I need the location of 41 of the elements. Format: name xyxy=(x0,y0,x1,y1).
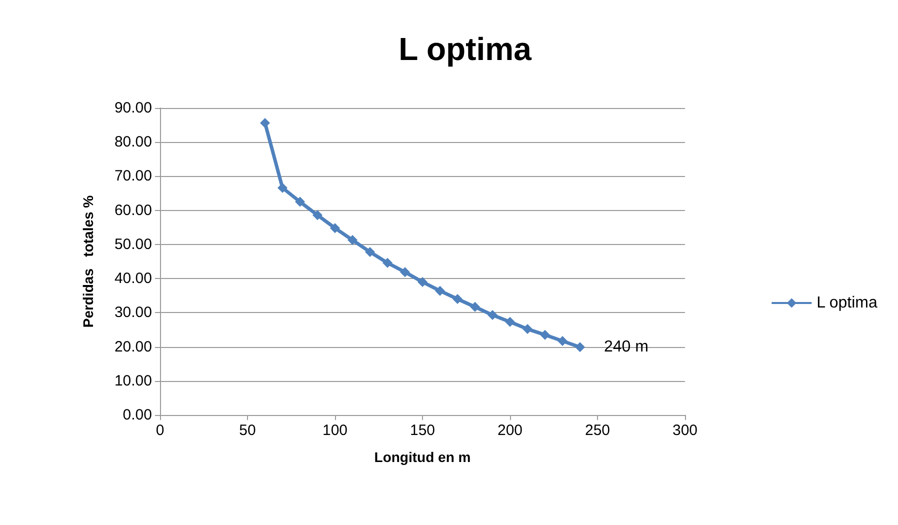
y-tick-label: 90.00 xyxy=(114,100,152,116)
y-tick-label: 40.00 xyxy=(114,270,152,288)
point xyxy=(452,294,462,304)
point xyxy=(505,316,515,327)
point xyxy=(558,336,568,346)
point xyxy=(295,196,305,207)
x-tick-label: 250 xyxy=(584,422,610,439)
annotation: 240 m xyxy=(604,338,648,356)
point xyxy=(575,342,585,352)
y-tick-label: 30.00 xyxy=(114,304,152,322)
y-tick-label: 0.00 xyxy=(122,406,152,424)
legend-label: L optima xyxy=(816,294,878,312)
y-tick-label: 10.00 xyxy=(114,372,152,390)
chart-title: L optima xyxy=(398,31,532,67)
x-tick-label: 100 xyxy=(322,422,348,439)
x-axis-title: Longitud en m xyxy=(374,449,471,465)
point xyxy=(488,310,498,320)
x-tick-label: 150 xyxy=(410,422,436,439)
x-tick-label: 300 xyxy=(672,422,698,439)
point xyxy=(540,330,550,340)
point xyxy=(348,235,358,246)
x-tick-label: 50 xyxy=(239,422,256,439)
x-tick-label: 0 xyxy=(156,422,164,439)
point xyxy=(435,286,445,296)
y-tick-label: 50.00 xyxy=(114,236,152,253)
point xyxy=(382,258,392,268)
point xyxy=(522,324,532,334)
y-tick-label: 20.00 xyxy=(114,338,152,356)
y-tick-label: 80.00 xyxy=(114,134,152,151)
point xyxy=(365,246,375,257)
point xyxy=(330,223,340,234)
y-tick-label: 70.00 xyxy=(114,168,152,185)
y-tick-label: 60.00 xyxy=(114,202,152,219)
y-axis-title: Perdidas totales % xyxy=(80,194,96,328)
point xyxy=(260,118,270,128)
x-tick-label: 200 xyxy=(497,422,523,439)
point xyxy=(312,210,322,220)
point xyxy=(418,276,428,287)
point xyxy=(278,182,288,193)
point xyxy=(400,267,410,278)
point xyxy=(470,302,480,312)
